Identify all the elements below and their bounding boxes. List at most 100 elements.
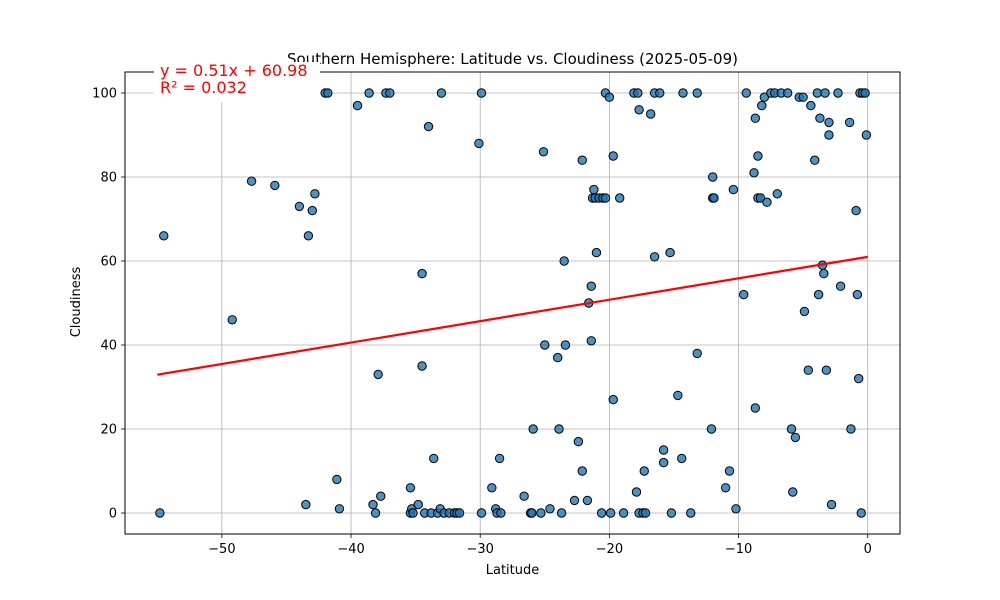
- data-point: [846, 424, 856, 434]
- data-point: [334, 504, 345, 514]
- data-point: [750, 113, 761, 123]
- data-point: [376, 491, 386, 501]
- data-point: [724, 466, 735, 476]
- data-point: [835, 281, 846, 291]
- data-point: [540, 340, 550, 350]
- data-point: [813, 289, 824, 300]
- data-point: [786, 424, 797, 434]
- data-point: [655, 88, 665, 98]
- data-point: [413, 499, 423, 510]
- y-tick-label: 100: [92, 87, 117, 102]
- regression-equation: y = 0.51x + 60.98: [160, 61, 308, 80]
- data-point: [538, 147, 549, 157]
- chart-title: Southern Hemisphere: Latitude vs. Cloudi…: [287, 50, 738, 68]
- data-point: [596, 508, 607, 518]
- data-point: [527, 508, 537, 518]
- data-point: [819, 268, 829, 279]
- data-points: [155, 88, 872, 518]
- data-point: [301, 499, 311, 510]
- data-point: [739, 289, 749, 300]
- data-point: [323, 88, 333, 98]
- axis-ticks: −50 −40 −30 −20 −10 0 0 20 40 60 80 100: [92, 87, 872, 558]
- data-point: [812, 88, 823, 98]
- data-point: [364, 88, 374, 98]
- y-tick-label: 20: [100, 423, 117, 438]
- data-point: [600, 193, 611, 203]
- data-point: [844, 117, 855, 128]
- regression-line-group: [157, 255, 868, 376]
- data-point: [706, 424, 717, 434]
- data-point: [853, 373, 864, 384]
- data-point: [454, 508, 465, 518]
- data-point: [227, 315, 237, 325]
- data-point: [573, 436, 584, 447]
- data-point: [476, 88, 487, 98]
- data-point: [692, 348, 702, 359]
- data-point: [649, 252, 660, 262]
- y-tick-label: 40: [100, 339, 117, 354]
- data-point: [803, 365, 813, 375]
- data-point: [332, 474, 342, 485]
- grid-lines: [125, 72, 900, 534]
- data-point: [799, 306, 810, 317]
- data-point: [556, 508, 567, 518]
- data-point: [368, 499, 378, 510]
- data-point: [429, 453, 439, 464]
- data-point: [826, 499, 837, 510]
- data-point: [487, 483, 497, 493]
- x-tick-label: −40: [337, 542, 364, 557]
- data-point: [604, 92, 615, 102]
- data-point: [658, 457, 669, 468]
- data-point: [798, 92, 808, 102]
- data-point: [749, 168, 759, 178]
- data-point: [639, 466, 649, 476]
- data-point: [553, 352, 563, 363]
- data-point: [560, 340, 571, 350]
- data-point: [821, 365, 832, 375]
- data-point: [851, 205, 861, 216]
- data-point: [861, 130, 872, 140]
- data-point: [528, 424, 538, 434]
- data-point: [692, 88, 702, 98]
- data-point: [631, 487, 642, 497]
- data-point: [757, 100, 767, 111]
- data-point: [577, 466, 587, 476]
- data-point: [762, 197, 772, 207]
- data-point: [640, 508, 651, 518]
- data-point: [665, 247, 675, 258]
- data-point: [824, 117, 834, 128]
- x-tick-label: −10: [725, 542, 752, 557]
- data-point: [307, 205, 317, 216]
- x-tick-label: −30: [466, 542, 493, 557]
- data-point: [673, 390, 683, 401]
- data-point: [417, 361, 427, 371]
- data-point: [373, 369, 383, 380]
- x-tick-label: −50: [208, 542, 235, 557]
- data-point: [605, 508, 616, 518]
- data-point: [860, 88, 870, 98]
- data-point: [782, 88, 793, 98]
- data-point: [536, 508, 546, 518]
- data-point: [159, 231, 169, 241]
- data-point: [436, 88, 447, 98]
- data-point: [820, 88, 830, 98]
- data-point: [666, 508, 677, 518]
- data-point: [476, 508, 487, 518]
- data-point: [790, 432, 801, 443]
- data-point: [155, 508, 165, 518]
- data-point: [677, 453, 687, 464]
- r-squared-label: R² = 0.032: [160, 78, 247, 97]
- data-point: [474, 138, 484, 149]
- data-point: [634, 105, 644, 115]
- data-point: [569, 495, 580, 506]
- data-point: [408, 508, 418, 518]
- data-point: [709, 193, 719, 203]
- data-point: [772, 189, 782, 199]
- data-point: [591, 247, 602, 258]
- data-point: [815, 113, 825, 123]
- data-point: [577, 155, 587, 165]
- data-point: [586, 281, 596, 291]
- data-point: [608, 394, 618, 405]
- data-point: [370, 508, 381, 518]
